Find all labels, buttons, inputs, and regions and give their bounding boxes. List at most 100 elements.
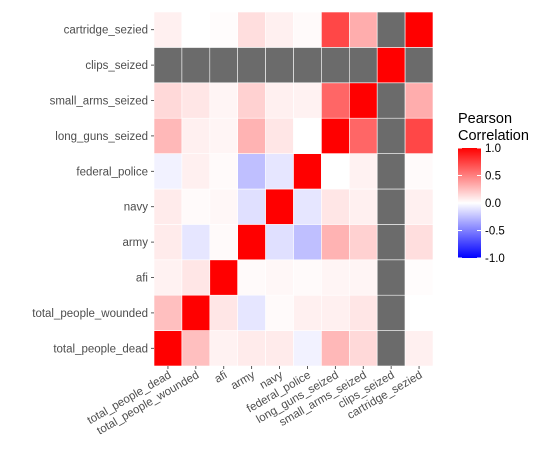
heatmap-cell-clips_seized-total_people_wounded [181,47,211,84]
heatmap-cell-federal_police-afi [209,153,239,190]
heatmap-cell-long_guns_seized-clips_seized [376,117,406,154]
heatmap-cell-afi-federal_police [293,259,322,296]
legend-tick-label: 1.0 [485,143,501,155]
heatmap-cell-cartridge_sezied-army [237,11,266,48]
heatmap-cell-federal_police-long_guns_seized [321,153,350,190]
y-tick-label-total_people_dead: total_people_dead [53,343,148,355]
heatmap-cell-federal_police-total_people_wounded [181,153,211,190]
heatmap-cell-army-army [237,224,266,261]
heatmap-cell-total_people_wounded-small_arms_seized [348,294,378,331]
heatmap-cell-afi-long_guns_seized [321,259,350,296]
heatmap-cell-small_arms_seized-army [237,82,266,119]
heatmap-cell-total_people_dead-small_arms_seized [348,330,378,367]
heatmap-cell-navy-federal_police [293,188,322,225]
heatmap-cell-army-clips_seized [376,224,406,261]
heatmap-cell-federal_police-navy [265,153,294,190]
legend-tick-label: -1.0 [485,253,505,265]
heatmap-cell-army-afi [209,224,239,261]
legend-tick-label: -0.5 [485,226,505,238]
y-tick-label-federal_police: federal_police [76,166,148,178]
heatmap-cell-long_guns_seized-army [237,117,266,154]
heatmap-cell-total_people_dead-navy [265,330,294,367]
heatmap-cell-total_people_dead-federal_police [293,330,322,367]
heatmap-cell-small_arms_seized-total_people_dead [153,82,183,119]
heatmap-cell-clips_seized-navy [265,47,294,84]
heatmap-cell-total_people_dead-army [237,330,266,367]
heatmap-cell-army-federal_police [293,224,322,261]
heatmap-cell-federal_police-army [237,153,266,190]
heatmap-cell-total_people_dead-total_people_dead [153,330,183,367]
heatmap-cell-long_guns_seized-total_people_wounded [181,117,211,154]
heatmap-cell-cartridge_sezied-federal_police [293,11,322,48]
heatmap-cell-federal_police-small_arms_seized [348,153,378,190]
heatmap-cell-federal_police-total_people_dead [153,153,183,190]
heatmap-cell-small_arms_seized-clips_seized [376,82,406,119]
x-tick-label-army: army [229,369,257,392]
heatmap-cell-total_people_dead-clips_seized [376,330,406,367]
heatmap-cell-long_guns_seized-small_arms_seized [348,117,378,154]
y-tick-label-cartridge_sezied: cartridge_sezied [64,25,148,37]
heatmap-cell-long_guns_seized-total_people_dead [153,117,183,154]
heatmap-cell-afi-total_people_dead [153,259,183,296]
heatmap-cell-long_guns_seized-cartridge_sezied [404,117,434,154]
heatmap-cell-federal_police-clips_seized [376,153,406,190]
heatmap-cell-cartridge_sezied-total_people_wounded [181,11,211,48]
heatmap-cell-total_people_wounded-federal_police [293,294,322,331]
heatmap-cell-total_people_dead-cartridge_sezied [404,330,434,367]
heatmap-cell-army-total_people_dead [153,224,183,261]
heatmap-cell-total_people_dead-long_guns_seized [321,330,350,367]
heatmap-cell-navy-navy [265,188,294,225]
heatmap-cell-total_people_dead-total_people_wounded [181,330,211,367]
heatmap-cell-navy-army [237,188,266,225]
heatmap-cell-clips_seized-small_arms_seized [348,47,378,84]
heatmap-cell-navy-afi [209,188,239,225]
heatmap-cell-total_people_wounded-afi [209,294,239,331]
heatmap-cell-long_guns_seized-long_guns_seized [321,117,350,154]
legend: Pearson Correlation 1.0 0.5 0.0 -0.5 -1.0 [458,111,529,265]
heatmap-cell-afi-cartridge_sezied [404,259,434,296]
heatmap-cell-navy-total_people_wounded [181,188,211,225]
heatmap-cell-afi-afi [209,259,239,296]
y-tick-label-navy: navy [124,202,149,214]
heatmap-cell-total_people_wounded-total_people_wounded [181,294,211,331]
heatmap-cell-army-small_arms_seized [348,224,378,261]
heatmap-cell-cartridge_sezied-clips_seized [376,11,406,48]
y-tick-label-total_people_wounded: total_people_wounded [32,308,148,320]
legend-tick-label: 0.0 [485,198,501,210]
heatmap-cells [153,11,434,367]
y-tick-label-afi: afi [136,273,148,285]
heatmap-cell-federal_police-cartridge_sezied [404,153,434,190]
heatmap-cell-navy-total_people_dead [153,188,183,225]
heatmap-cell-cartridge_sezied-navy [265,11,294,48]
heatmap-cell-federal_police-federal_police [293,153,322,190]
y-tick-label-long_guns_seized: long_guns_seized [55,131,148,143]
heatmap-cell-small_arms_seized-cartridge_sezied [404,82,434,119]
heatmap-cell-afi-small_arms_seized [348,259,378,296]
heatmap-cell-clips_seized-cartridge_sezied [404,47,434,84]
heatmap-cell-small_arms_seized-small_arms_seized [348,82,378,119]
heatmap-cell-total_people_wounded-navy [265,294,294,331]
heatmap-cell-cartridge_sezied-cartridge_sezied [404,11,434,48]
heatmap-cell-long_guns_seized-afi [209,117,239,154]
heatmap-cell-navy-long_guns_seized [321,188,350,225]
y-tick-label-army: army [122,237,148,249]
heatmap-cell-total_people_wounded-army [237,294,266,331]
heatmap-cell-total_people_wounded-total_people_dead [153,294,183,331]
heatmap-cell-afi-navy [265,259,294,296]
heatmap-cell-total_people_wounded-cartridge_sezied [404,294,434,331]
y-tick-label-small_arms_seized: small_arms_seized [50,96,148,108]
heatmap-cell-afi-army [237,259,266,296]
legend-tick-label: 0.5 [485,171,501,183]
heatmap-cell-small_arms_seized-federal_police [293,82,322,119]
heatmap-cell-clips_seized-afi [209,47,239,84]
heatmap-cell-small_arms_seized-total_people_wounded [181,82,211,119]
heatmap-cell-cartridge_sezied-total_people_dead [153,11,183,48]
heatmap-cell-cartridge_sezied-long_guns_seized [321,11,350,48]
heatmap-cell-cartridge_sezied-afi [209,11,239,48]
heatmap-cell-army-cartridge_sezied [404,224,434,261]
heatmap-cell-army-navy [265,224,294,261]
heatmap-cell-cartridge_sezied-small_arms_seized [348,11,378,48]
heatmap-cell-navy-clips_seized [376,188,406,225]
heatmap-cell-army-total_people_wounded [181,224,211,261]
